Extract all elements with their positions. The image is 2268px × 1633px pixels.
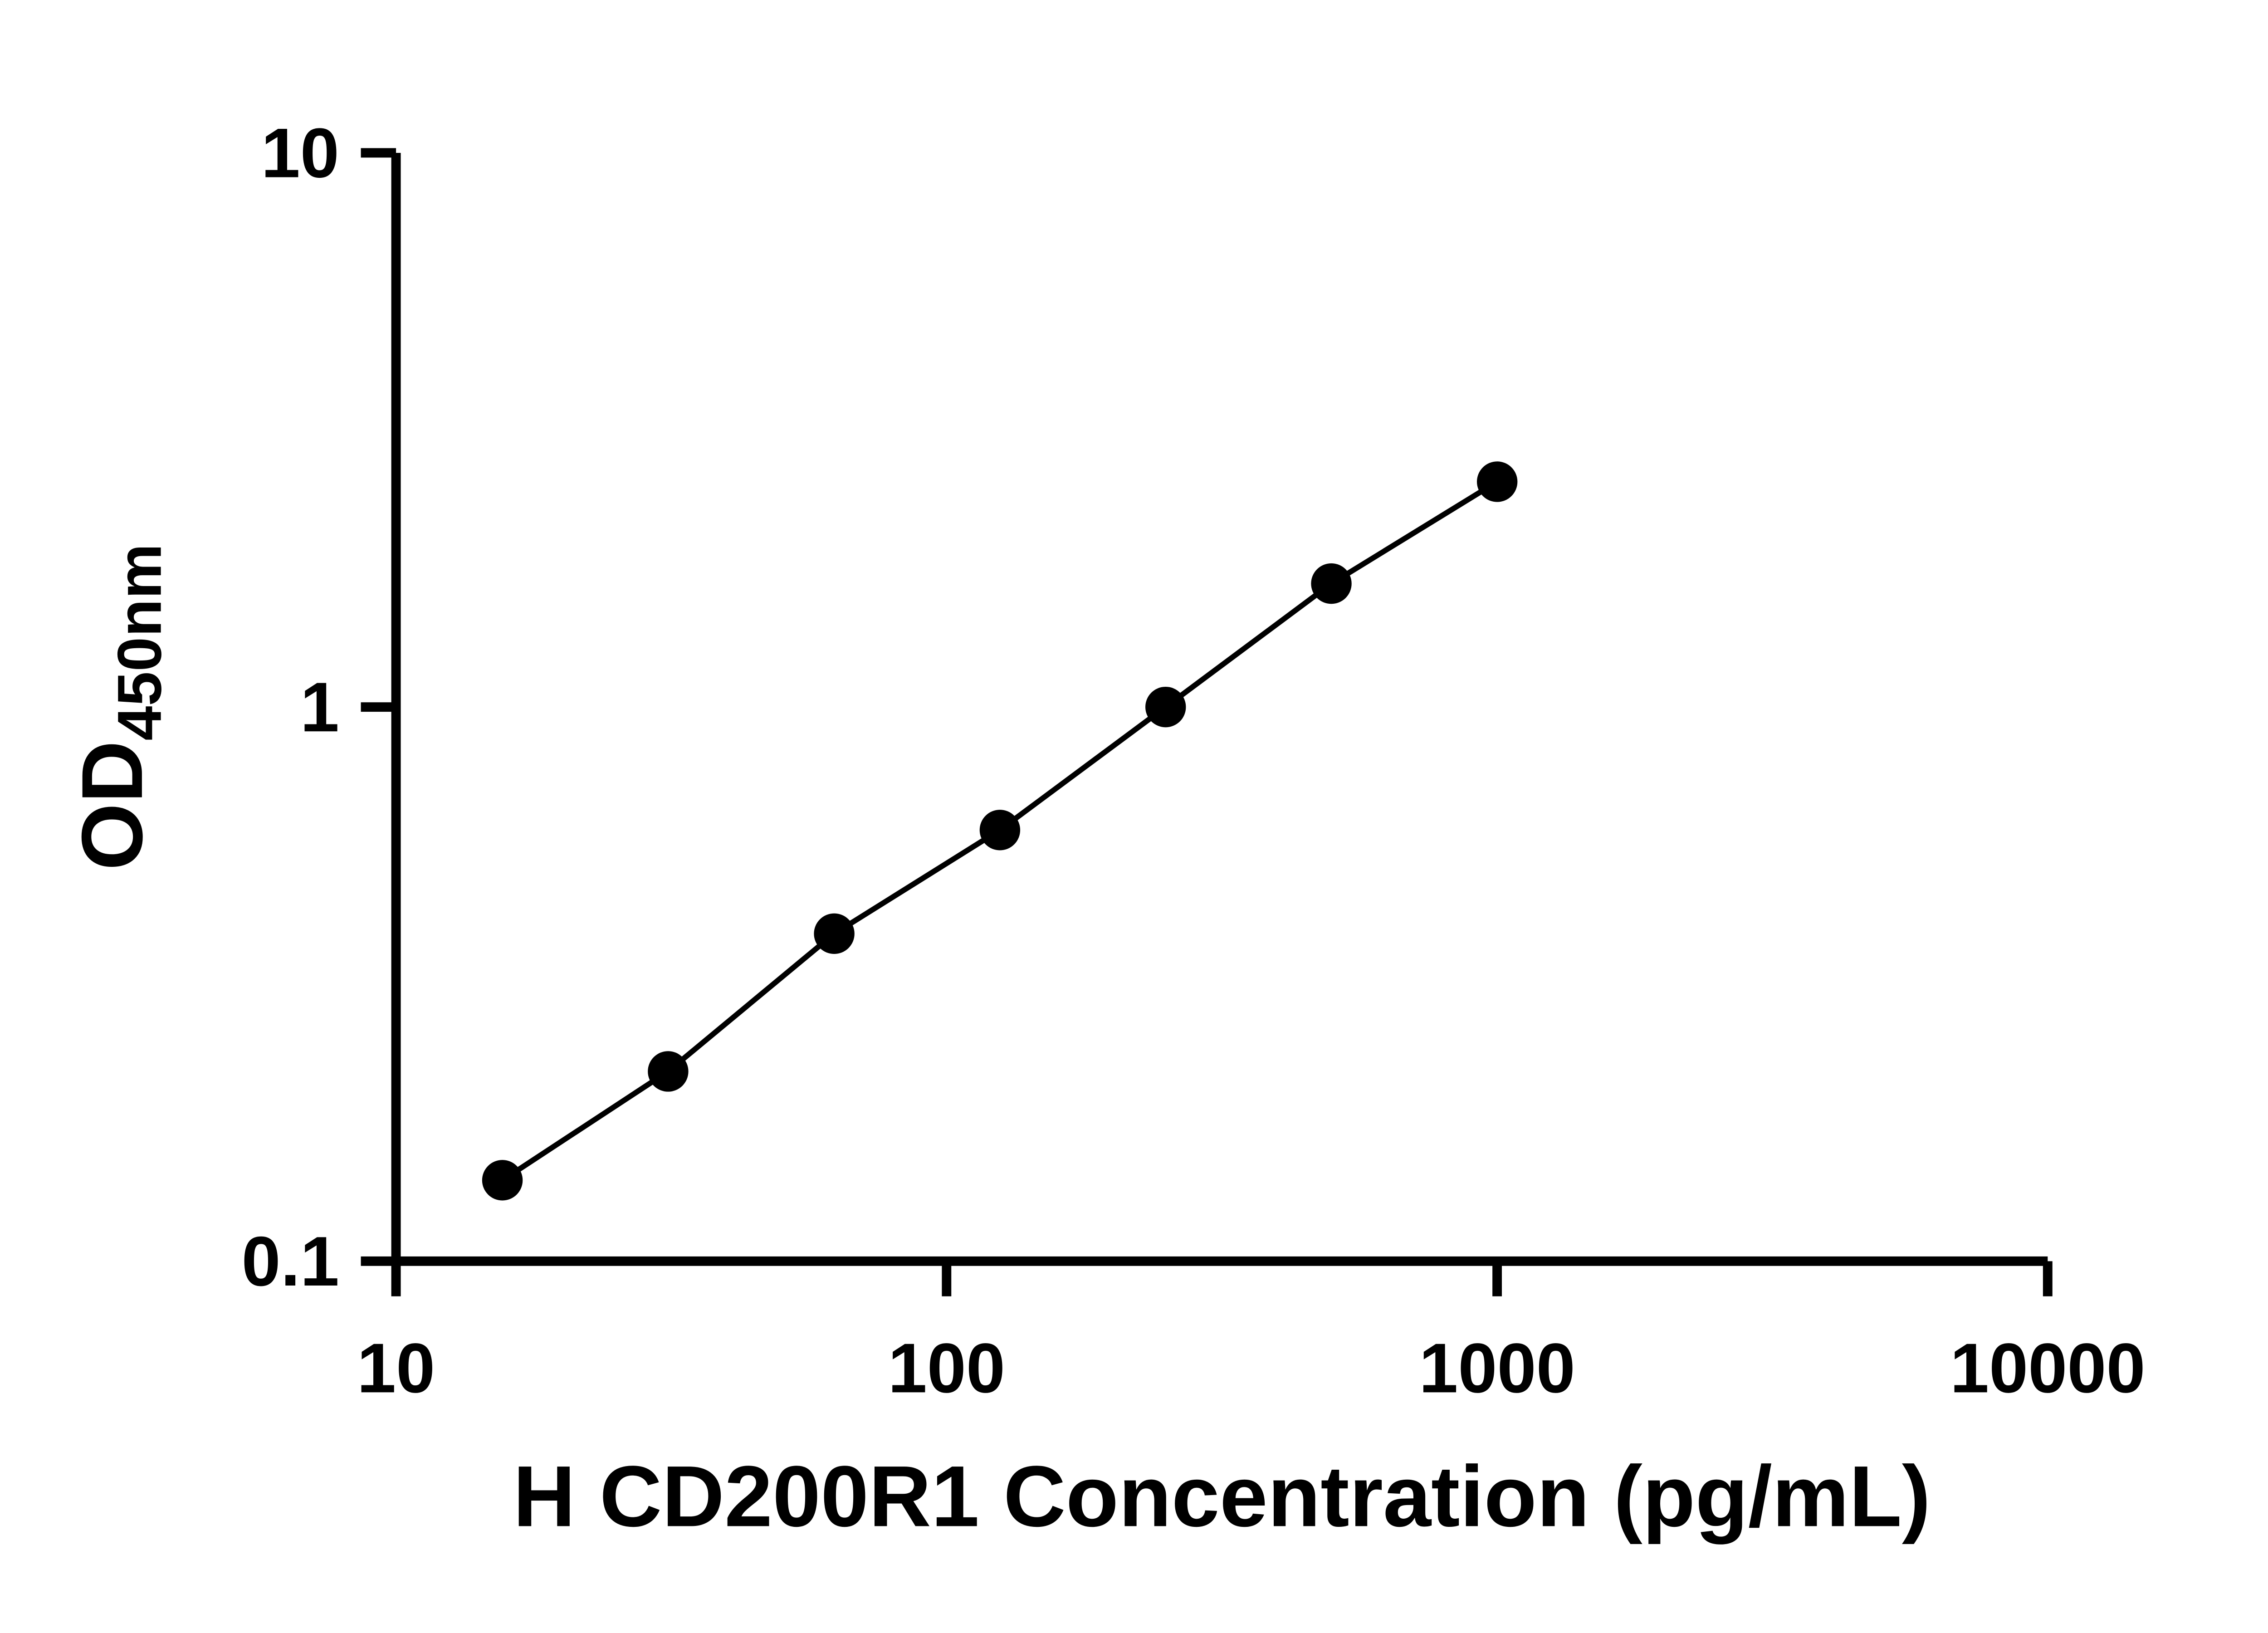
y-tick-label: 10: [261, 114, 339, 192]
data-point: [814, 913, 855, 954]
data-point: [482, 1160, 523, 1201]
plot-layer: 10 100 1000 10000 0.1 1 10: [242, 114, 2146, 1408]
x-axis-title: H CD200R1 Concentration (pg/mL): [513, 1448, 1931, 1545]
data-point: [1311, 563, 1352, 604]
x-tick-label: 100: [888, 1329, 1006, 1407]
x-tick-label: 1000: [1419, 1329, 1575, 1407]
data-point: [1145, 686, 1186, 728]
x-tick-label: 10000: [1950, 1329, 2146, 1407]
axes-frame: [391, 152, 2048, 1266]
data-point: [1476, 461, 1518, 502]
data-point: [648, 1051, 689, 1092]
data-point: [979, 810, 1021, 851]
y-axis-title-main: OD: [64, 741, 161, 870]
y-axis-title-sub: 450nm: [105, 544, 175, 741]
y-tick-label: 1: [300, 668, 339, 746]
x-tick-label: 10: [357, 1329, 435, 1407]
y-tick-label: 0.1: [242, 1222, 339, 1301]
y-axis-title: OD450nm: [64, 544, 175, 870]
